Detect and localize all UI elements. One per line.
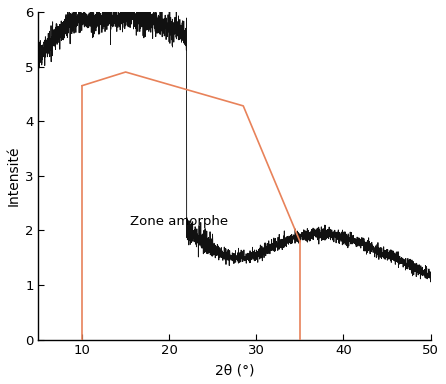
X-axis label: 2θ (°): 2θ (°) — [215, 363, 254, 377]
Text: Zone amorphe: Zone amorphe — [130, 215, 228, 228]
Y-axis label: Intensité: Intensité — [7, 146, 21, 206]
